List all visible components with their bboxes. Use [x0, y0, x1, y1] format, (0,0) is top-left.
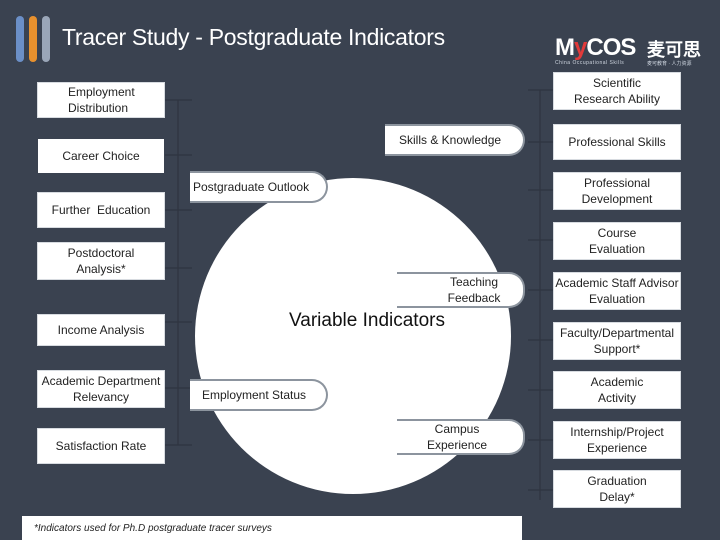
brand-bars-icon — [16, 16, 50, 62]
center-title: Variable Indicators — [289, 310, 445, 331]
left-item-income-analysis: Income Analysis — [37, 314, 165, 346]
left-item-satisfaction-rate: Satisfaction Rate — [37, 428, 165, 464]
right-item-graduation-delay: Graduation Delay* — [553, 470, 681, 508]
right-item-internship-project-experience: Internship/Project Experience — [553, 421, 681, 459]
right-item-academic-staff-advisor-evaluation: Academic Staff Advisor Evaluation — [553, 272, 681, 310]
left-item-postdoctoral-analysis: Postdoctoral Analysis* — [37, 242, 165, 280]
left-item-career-choice: Career Choice — [37, 138, 165, 174]
pill-employment-status: Employment Status — [190, 379, 328, 411]
right-item-professional-development: Professional Development — [553, 172, 681, 210]
mycos-logo: MyCOS 麦可思 China Occupational Skills 麦可教育… — [555, 34, 701, 67]
left-item-further-education: Further Education — [37, 192, 165, 228]
right-item-professional-skills: Professional Skills — [553, 124, 681, 160]
pill-campus-experience: Campus Experience — [397, 419, 525, 455]
right-item-course-evaluation: Course Evaluation — [553, 222, 681, 260]
right-item-academic-activity: Academic Activity — [553, 371, 681, 409]
right-item-faculty-departmental-support: Faculty/Departmental Support* — [553, 322, 681, 360]
pill-skills-knowledge: Skills & Knowledge — [385, 124, 525, 156]
left-item-academic-department-relevancy: Academic Department Relevancy — [37, 370, 165, 408]
pill-postgraduate-outlook: Postgraduate Outlook — [190, 171, 328, 203]
page-title: Tracer Study - Postgraduate Indicators — [62, 24, 445, 50]
pill-teaching-feedback: Teaching Feedback — [397, 272, 525, 308]
right-item-scientific-research-ability: Scientific Research Ability — [553, 72, 681, 110]
left-item-employment-distribution: Employment Distribution — [37, 82, 165, 118]
footnote: *Indicators used for Ph.D postgraduate t… — [22, 516, 522, 540]
